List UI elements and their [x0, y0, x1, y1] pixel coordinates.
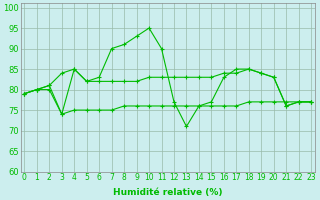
X-axis label: Humidité relative (%): Humidité relative (%)	[113, 188, 222, 197]
